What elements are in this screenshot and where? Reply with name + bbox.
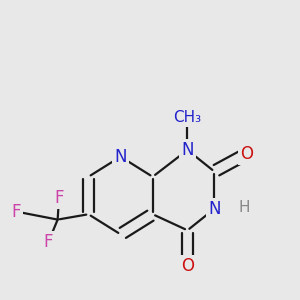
- Text: N: N: [208, 200, 220, 218]
- Text: F: F: [11, 202, 21, 220]
- Text: H: H: [238, 200, 250, 215]
- Text: N: N: [181, 141, 194, 159]
- Text: O: O: [240, 145, 253, 163]
- Text: N: N: [114, 148, 127, 166]
- Text: O: O: [181, 257, 194, 275]
- Text: CH₃: CH₃: [173, 110, 202, 125]
- Text: F: F: [44, 233, 53, 251]
- Text: F: F: [54, 189, 64, 207]
